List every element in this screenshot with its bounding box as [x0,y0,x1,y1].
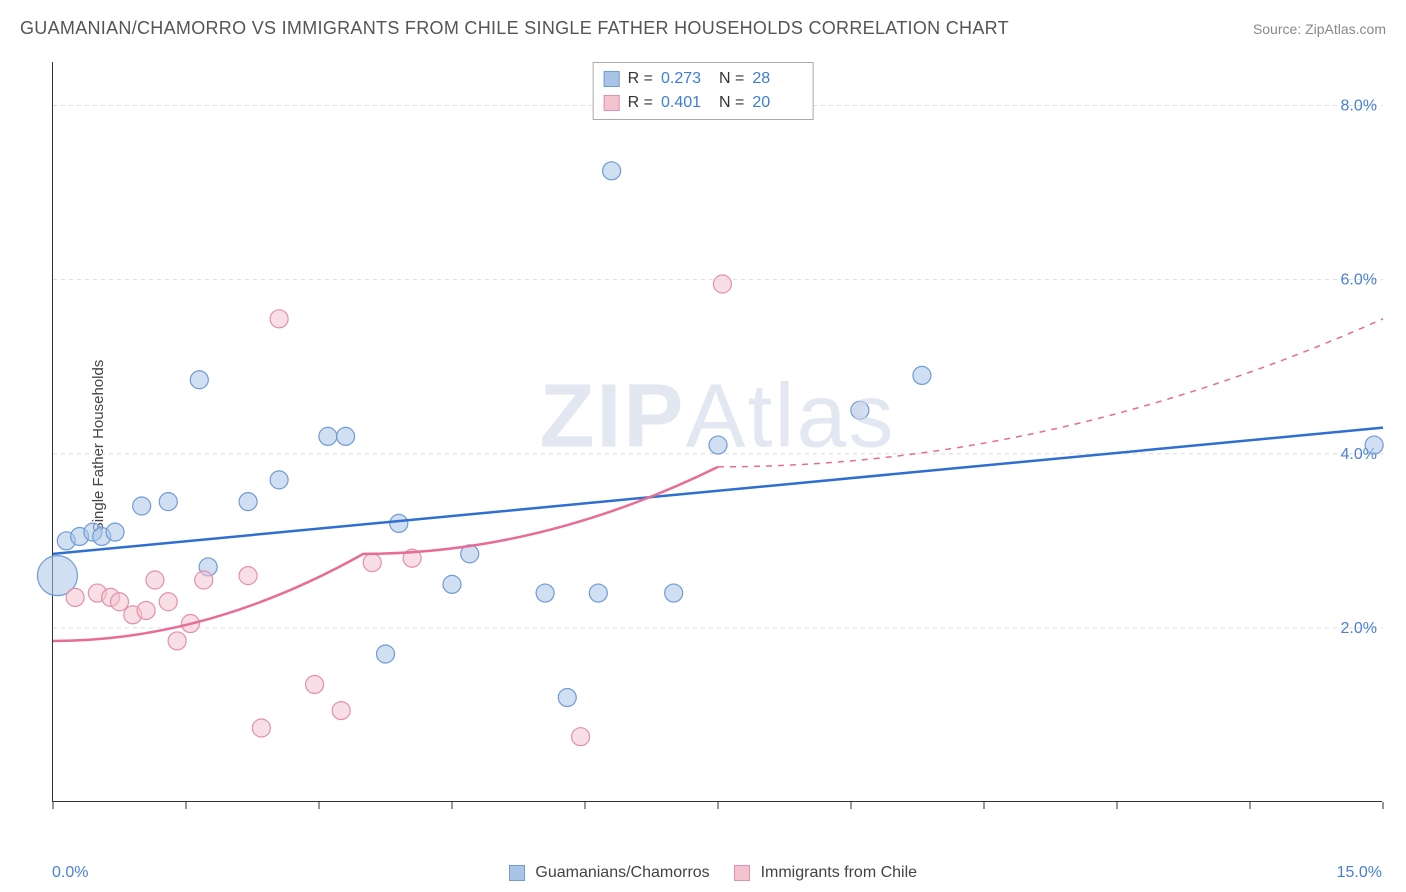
correlation-chart: GUAMANIAN/CHAMORRO VS IMMIGRANTS FROM CH… [0,0,1406,892]
r-label-2: R = [628,91,653,115]
svg-text:6.0%: 6.0% [1341,272,1377,289]
legend-swatch-2 [734,865,750,881]
legend-label-2: Immigrants from Chile [761,864,917,881]
legend-label-1: Guamanians/Chamorros [535,864,709,881]
r-label: R = [628,67,653,91]
n-label: N = [719,67,744,91]
legend-swatch-1 [509,865,525,881]
stats-row-1: R = 0.273 N = 28 [604,67,803,91]
svg-text:2.0%: 2.0% [1341,620,1377,637]
r-value-2: 0.401 [661,91,711,115]
plot-area: 2.0%4.0%6.0%8.0% ZIPAtlas [52,62,1382,802]
plot-svg: 2.0%4.0%6.0%8.0% [53,62,1383,802]
r-value-1: 0.273 [661,67,711,91]
title-row: GUAMANIAN/CHAMORRO VS IMMIGRANTS FROM CH… [20,18,1386,39]
n-value-1: 28 [752,67,802,91]
stats-legend: R = 0.273 N = 28 R = 0.401 N = 20 [593,62,814,120]
n-label-2: N = [719,91,744,115]
source-attribution: Source: ZipAtlas.com [1253,21,1386,37]
svg-text:8.0%: 8.0% [1341,98,1377,115]
bottom-legend: Guamanians/Chamorros Immigrants from Chi… [0,864,1406,882]
chart-title: GUAMANIAN/CHAMORRO VS IMMIGRANTS FROM CH… [20,18,1009,39]
swatch-blue [604,71,620,87]
stats-row-2: R = 0.401 N = 20 [604,91,803,115]
swatch-pink [604,95,620,111]
n-value-2: 20 [752,91,802,115]
